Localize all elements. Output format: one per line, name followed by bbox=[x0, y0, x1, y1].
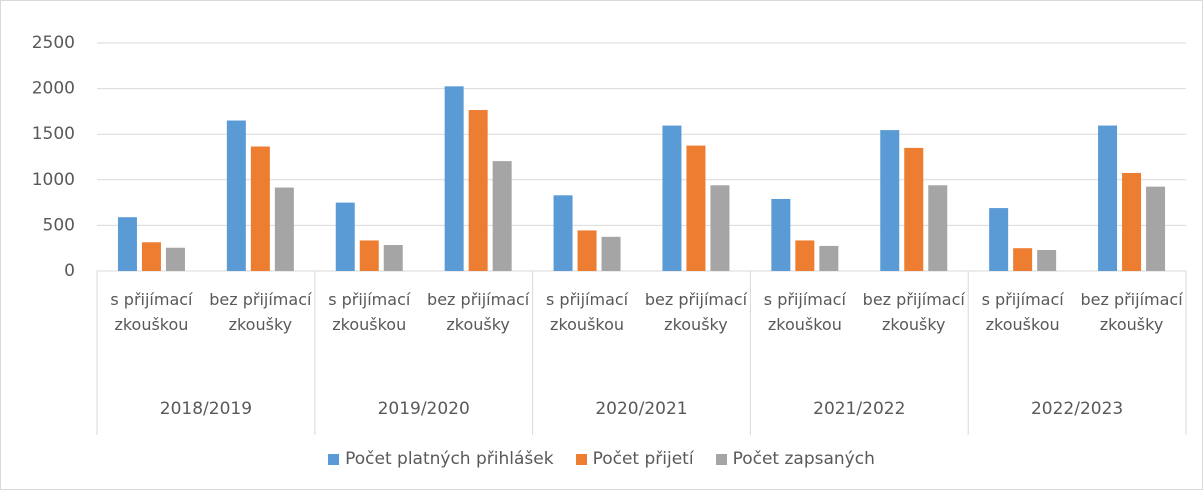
bar bbox=[577, 230, 597, 271]
bar bbox=[904, 147, 924, 271]
x-tick-label: bez přijímací zkoušky bbox=[427, 290, 530, 334]
bar bbox=[771, 198, 791, 271]
bar bbox=[710, 185, 730, 271]
bar bbox=[1098, 125, 1118, 271]
group-label: 2019/2020 bbox=[378, 399, 470, 419]
x-tick-label: bez přijímací zkoušky bbox=[209, 290, 312, 334]
bar bbox=[880, 130, 900, 271]
legend-item: Počet zapsaných bbox=[715, 449, 875, 469]
bar bbox=[335, 202, 355, 271]
y-tick-label: 0 bbox=[64, 261, 75, 281]
bar bbox=[250, 146, 270, 271]
bar bbox=[141, 242, 161, 271]
bar bbox=[819, 245, 839, 271]
x-tick-label: bez přijímací zkoušky bbox=[862, 290, 965, 334]
bar bbox=[601, 236, 621, 271]
bar bbox=[686, 145, 706, 271]
y-tick-label: 1000 bbox=[32, 170, 75, 190]
bar bbox=[492, 161, 512, 271]
x-tick-label: s přijímací zkouškou bbox=[981, 290, 1064, 334]
bar bbox=[165, 247, 185, 271]
group-label: 2020/2021 bbox=[595, 399, 687, 419]
x-tick-label: s přijímací zkouškou bbox=[328, 290, 411, 334]
bar bbox=[928, 185, 948, 271]
bar bbox=[274, 187, 294, 271]
x-tick-label: bez přijímací zkoušky bbox=[644, 290, 748, 334]
legend-label: Počet zapsaných bbox=[732, 449, 875, 469]
group-label: 2021/2022 bbox=[813, 399, 905, 419]
x-tick-label: bez přijímací zkoušky bbox=[1080, 290, 1183, 334]
legend-label: Počet přijetí bbox=[592, 449, 694, 469]
bar bbox=[117, 217, 137, 271]
y-tick-label: 2000 bbox=[32, 79, 75, 99]
bar bbox=[1146, 186, 1166, 271]
bar bbox=[662, 125, 682, 271]
x-tick-label: s přijímací zkouškou bbox=[763, 290, 846, 334]
bar bbox=[795, 240, 815, 271]
legend-swatch bbox=[328, 453, 340, 465]
legend-swatch bbox=[715, 453, 727, 465]
bar bbox=[1037, 250, 1057, 271]
group-label: 2018/2019 bbox=[160, 399, 252, 419]
bar bbox=[226, 120, 246, 272]
legend-item: Počet přijetí bbox=[575, 449, 694, 469]
legend-label: Počet platných přihlášek bbox=[345, 449, 554, 469]
bar bbox=[1122, 172, 1142, 271]
legend-item: Počet platných přihlášek bbox=[328, 449, 554, 469]
y-tick-label: 2500 bbox=[32, 33, 75, 53]
y-tick-label: 1500 bbox=[32, 124, 75, 144]
group-label: 2022/2023 bbox=[1031, 399, 1123, 419]
bar bbox=[553, 195, 573, 271]
bar bbox=[1013, 248, 1033, 271]
x-tick-label: s přijímací zkouškou bbox=[545, 290, 629, 334]
legend-swatch bbox=[575, 453, 587, 465]
bar bbox=[383, 245, 403, 271]
y-tick-label: 500 bbox=[43, 215, 75, 235]
bar bbox=[444, 86, 464, 271]
x-tick-label: s přijímací zkouškou bbox=[110, 290, 193, 334]
legend: Počet platných přihlášek Počet přijetí Poč… bbox=[0, 449, 1203, 469]
bar bbox=[989, 208, 1009, 271]
bar bbox=[468, 110, 488, 271]
bar bbox=[359, 240, 379, 271]
